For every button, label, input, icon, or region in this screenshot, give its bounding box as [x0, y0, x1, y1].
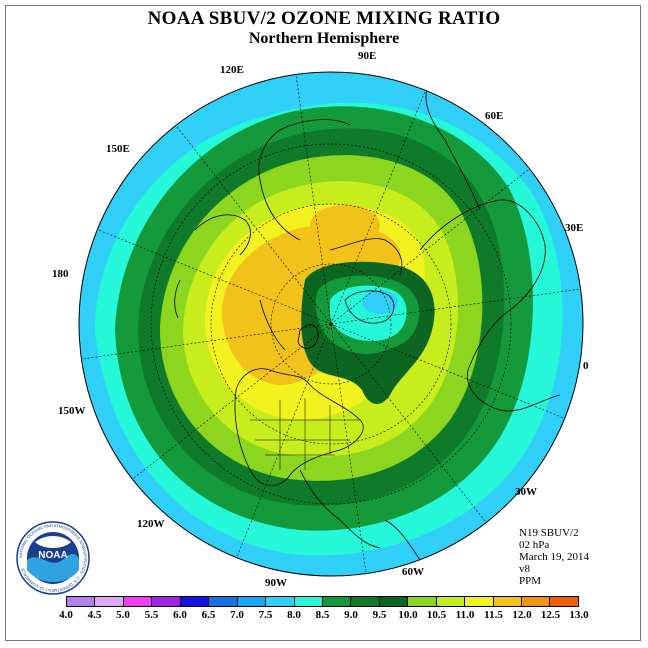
colorbar-swatch [294, 597, 323, 606]
data-info-block: N19 SBUV/2 02 hPa March 19, 2014 v8 PPM [519, 527, 589, 587]
colorbar-tick-label: 4.5 [87, 609, 102, 621]
figure-subtitle: Northern Hemisphere [248, 30, 400, 47]
colorbar-tick-label: 5.5 [144, 609, 159, 621]
info-satellite: N19 SBUV/2 [519, 527, 579, 539]
meridian-line [330, 323, 368, 576]
colorbar-tick-label: 6.5 [201, 609, 216, 621]
info-date: March 19, 2014 [519, 551, 589, 563]
field-low-7-5 [362, 290, 398, 314]
colorbar-tick-label: 11.0 [455, 609, 475, 621]
meridian-line [330, 323, 492, 530]
colorbar-swatch [180, 597, 210, 606]
colorbar-tick-label: 12.5 [540, 609, 561, 621]
lon-label-30w: 30W [515, 486, 537, 498]
colorbar-swatch [522, 597, 551, 606]
colorbar-swatch [351, 597, 380, 606]
colorbar-tick-label: 5.0 [116, 609, 130, 621]
colorbar-tick-label: 8.5 [315, 609, 330, 621]
figure-title: NOAA SBUV/2 OZONE MIXING RATIO [147, 8, 501, 29]
latitude-circle [150, 143, 512, 505]
colorbar-tick-label: 6.0 [173, 609, 187, 621]
lon-label-60e: 60E [485, 110, 504, 122]
field-max-11-0-north [310, 205, 380, 245]
colorbar-tick-label: 8.0 [287, 609, 301, 621]
map-boundary [78, 71, 584, 577]
lon-label-120w: 120W [137, 518, 165, 530]
colorbar-tick-label: 10.5 [426, 609, 447, 621]
figure-frame [5, 5, 641, 641]
meridian-line [125, 323, 332, 485]
colorbar-swatch [95, 597, 124, 606]
colorbar-tick-label: 9.5 [372, 609, 387, 621]
meridian-line [170, 118, 332, 325]
colorbar-swatch [152, 597, 181, 606]
colorbar-swatch [465, 597, 494, 606]
lon-label-150w: 150W [58, 405, 86, 417]
latitude-circle [270, 263, 392, 385]
colorbar-tick-label: 11.5 [484, 609, 503, 621]
colorbar-tick-label: 7.0 [230, 609, 244, 621]
colorbar-tick-label: 12.0 [512, 609, 532, 621]
lon-label-90e: 90E [358, 50, 377, 62]
info-units: PPM [519, 575, 542, 587]
colorbar-swatch [209, 597, 238, 606]
colorbar [66, 596, 579, 607]
latitude-circle [210, 203, 452, 445]
colorbar-swatch [436, 597, 466, 606]
meridian-line [330, 82, 429, 325]
info-version: v8 [519, 563, 530, 575]
colorbar-tick-label: 13.0 [569, 609, 589, 621]
colorbar-swatch [550, 597, 578, 606]
colorbar-tick-label: 7.5 [258, 609, 273, 621]
colorbar-swatch [493, 597, 522, 606]
noaa-logo-icon: NOAA NATIONAL OCEANIC AND ATMOSPHERIC AD… [16, 521, 90, 595]
colorbar-swatch [67, 597, 96, 606]
meridian-line [233, 323, 332, 566]
meridian-line [89, 226, 332, 325]
meridian-line [294, 72, 332, 325]
colorbar-tick-label: 4.0 [59, 609, 73, 621]
ozone-field [79, 72, 583, 576]
meridian-line [330, 287, 583, 325]
logo-text: NOAA [38, 550, 67, 561]
lon-label-90w: 90W [265, 577, 287, 589]
lon-label-150e: 150E [106, 143, 130, 155]
info-level: 02 hPa [519, 539, 550, 551]
colorbar-tick-label: 9.0 [344, 609, 358, 621]
colorbar-swatch [379, 597, 409, 606]
meridian-line [330, 163, 537, 325]
lon-label-60w: 60W [402, 566, 424, 578]
colorbar-swatch [237, 597, 267, 606]
lon-label-0: 0 [583, 360, 589, 372]
field-max-11-0-west [223, 277, 267, 333]
lon-label-30e: 30E [565, 222, 584, 234]
lon-label-180: 180 [52, 268, 69, 280]
meridian-line [79, 323, 332, 361]
colorbar-tick-label: 10.0 [398, 609, 418, 621]
graticule [79, 72, 583, 576]
colorbar-swatch [408, 597, 437, 606]
lon-label-120e: 120E [220, 64, 244, 76]
colorbar-swatch [266, 597, 295, 606]
colorbar-swatch [123, 597, 153, 606]
colorbar-swatch [322, 597, 352, 606]
